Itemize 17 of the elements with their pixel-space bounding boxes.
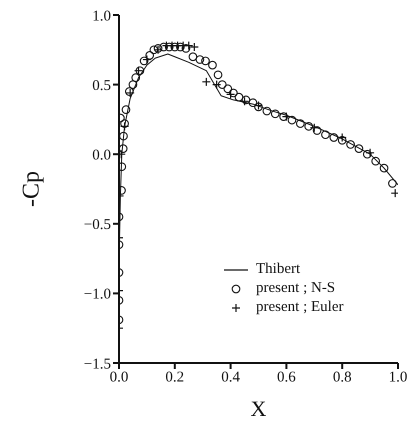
x-tick-label: 0.8 — [332, 370, 352, 386]
legend-label: present ; Euler — [256, 298, 344, 317]
y-axis-title: -Cp — [18, 171, 45, 207]
x-tick-label: 0.0 — [110, 370, 128, 386]
y-tick-label: 1.0 — [92, 8, 111, 24]
x-axis-title: X — [250, 396, 267, 421]
legend-label: present ; N-S — [256, 279, 336, 298]
y-tick-label: −1.0 — [84, 286, 111, 303]
x-tick-label: 1.0 — [388, 370, 408, 386]
legend-label: Thibert — [256, 260, 300, 279]
x-tick-label: 0.6 — [277, 370, 296, 386]
x-tick-label: 0.4 — [221, 370, 240, 386]
y-tick-label: 0.5 — [92, 78, 111, 94]
x-tick-label: 0.2 — [165, 370, 184, 386]
y-tick-label: −0.5 — [84, 217, 111, 234]
y-tick-label: 0.0 — [92, 148, 111, 164]
y-tick-label: −1.5 — [84, 356, 111, 372]
